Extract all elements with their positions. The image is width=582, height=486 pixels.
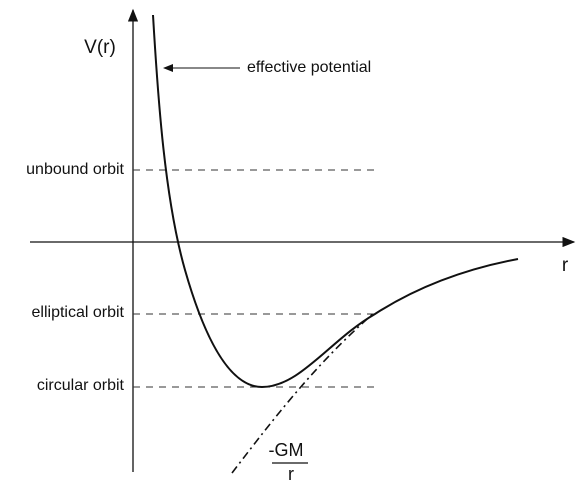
asymptote-curve xyxy=(231,311,376,474)
level-label: circular orbit xyxy=(37,377,125,394)
fraction-numerator: -GM xyxy=(269,440,304,460)
curve-label: effective potential xyxy=(247,59,371,76)
level-label: unbound orbit xyxy=(26,161,124,178)
fraction-denominator: r xyxy=(288,464,294,484)
x-axis-label: r xyxy=(562,255,569,276)
y-axis-label: V(r) xyxy=(84,37,116,58)
level-label: elliptical orbit xyxy=(32,304,125,321)
potential-curve xyxy=(152,14,519,389)
